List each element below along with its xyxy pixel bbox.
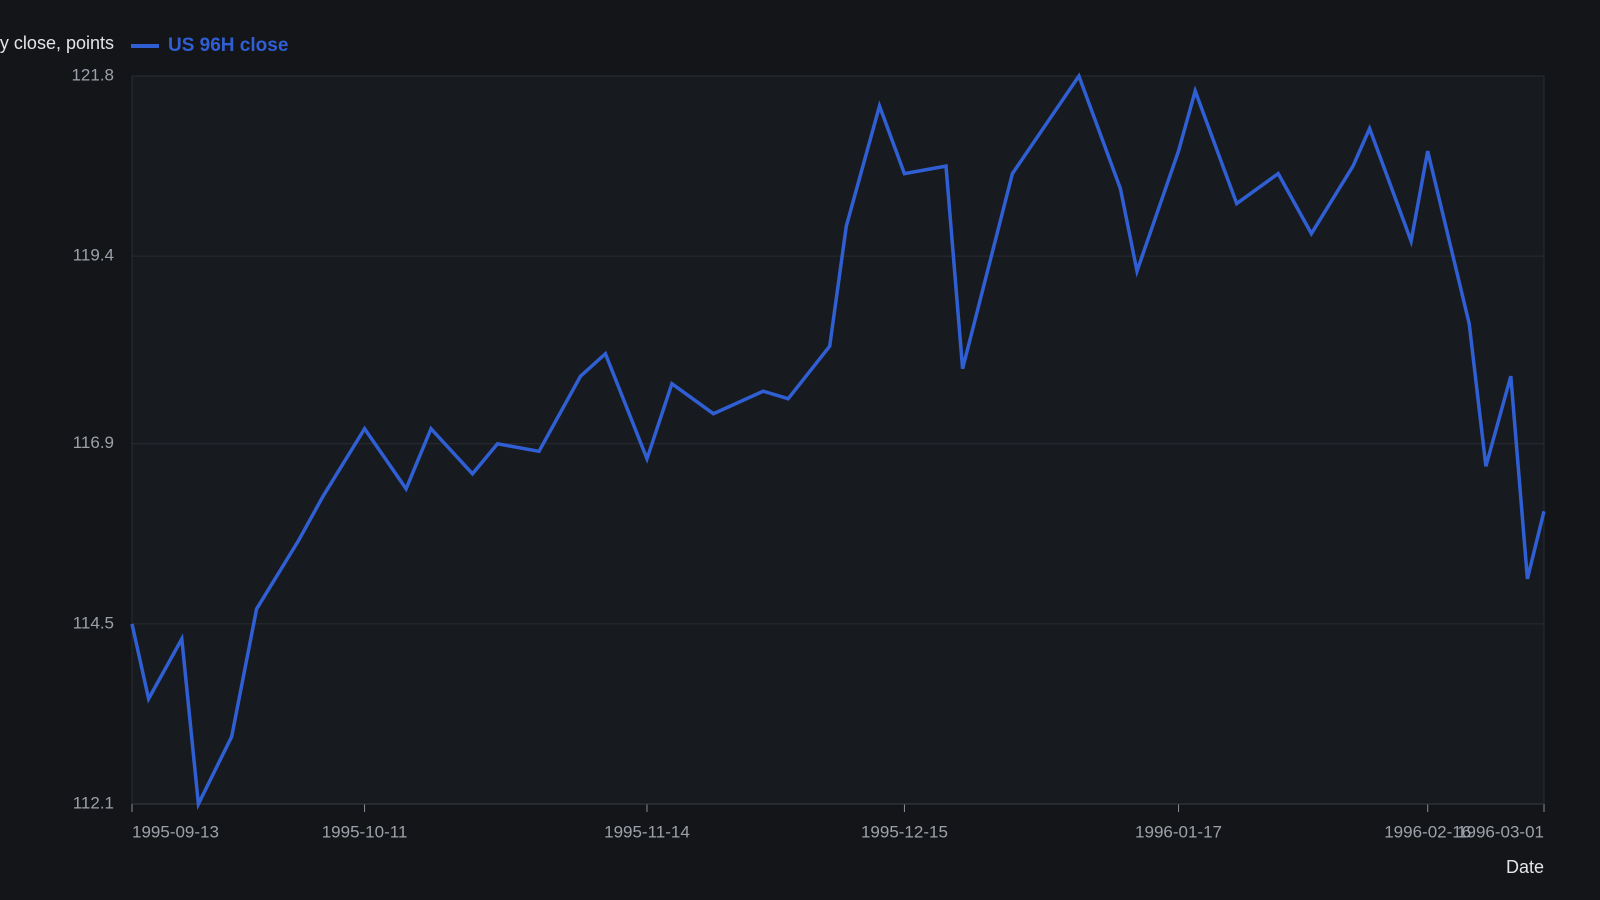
- x-tick-label: 1995-12-15: [861, 822, 948, 841]
- x-tick-label: 1995-10-11: [322, 822, 408, 841]
- x-tick-label: 1995-09-13: [132, 822, 219, 841]
- y-tick-label: 114.5: [73, 613, 114, 632]
- y-tick-label: 116.9: [73, 433, 114, 452]
- x-tick-label: 1996-02-16: [1384, 822, 1471, 841]
- y-tick-label: 112.1: [73, 793, 114, 812]
- legend-label: US 96H close: [168, 35, 288, 56]
- x-axis-title: Date: [1506, 857, 1544, 877]
- plot-area: [131, 75, 1545, 805]
- y-tick-label: 119.4: [73, 246, 114, 265]
- x-tick-label: 1996-03-01: [1457, 822, 1544, 841]
- series-line: [130, 72, 1546, 811]
- y-tick-label: 121.8: [71, 65, 114, 84]
- y-axis-title: Daily close, points: [0, 33, 114, 53]
- x-tick-label: 1995-11-14: [604, 822, 690, 841]
- x-tick-label: 1996-01-17: [1135, 822, 1222, 841]
